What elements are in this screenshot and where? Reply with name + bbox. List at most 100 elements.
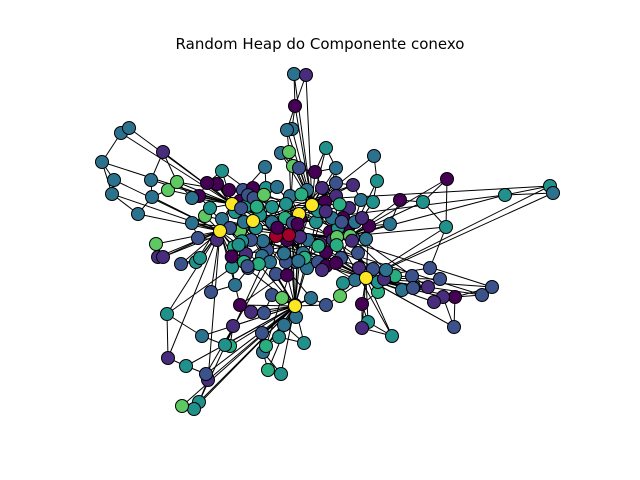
graph-node xyxy=(275,291,289,305)
graph-node xyxy=(318,204,333,219)
graph-node xyxy=(156,250,170,264)
graph-node xyxy=(355,297,369,311)
graph-node xyxy=(332,197,347,212)
graph-node xyxy=(270,220,285,235)
graph-edge xyxy=(365,185,551,279)
graph-edge xyxy=(445,178,448,228)
graph-node xyxy=(218,338,232,352)
graph-node xyxy=(379,263,393,277)
graph-node xyxy=(319,298,333,312)
graph-edge xyxy=(101,161,233,205)
graph-node xyxy=(393,193,407,207)
graph-node xyxy=(179,359,193,373)
graph-edge xyxy=(166,235,277,315)
graph-edge xyxy=(166,230,221,315)
graph-edge xyxy=(349,194,506,237)
graph-node xyxy=(280,268,295,283)
graph-edge xyxy=(205,305,296,375)
graph-node xyxy=(170,175,184,189)
graph-node xyxy=(161,351,175,365)
graph-node xyxy=(406,281,420,295)
graph-edge xyxy=(181,305,296,407)
graph-node xyxy=(359,271,373,285)
graph-edge xyxy=(349,199,401,237)
graph-node xyxy=(336,276,350,290)
graph-edge xyxy=(207,230,221,381)
graph-node xyxy=(272,330,286,344)
graph-node xyxy=(355,321,369,335)
graph-node xyxy=(334,214,349,229)
graph-node xyxy=(193,251,207,265)
graph-node xyxy=(279,197,293,211)
graph-node xyxy=(244,305,258,319)
graph-node xyxy=(256,187,271,202)
graph-node xyxy=(187,402,201,416)
graph-node xyxy=(288,99,302,113)
graph-node xyxy=(346,178,360,192)
graph-node xyxy=(546,186,560,200)
graph-edge xyxy=(305,74,313,206)
graph-node xyxy=(203,201,217,215)
graph-node xyxy=(367,149,381,163)
graph-node xyxy=(319,141,333,155)
graph-node xyxy=(333,289,347,303)
graph-node xyxy=(351,246,365,260)
graph-edge xyxy=(229,305,296,347)
graph-node xyxy=(475,288,489,302)
graph-edge xyxy=(185,305,296,367)
graph-node xyxy=(354,193,368,207)
graph-node xyxy=(294,187,309,202)
graph-node xyxy=(433,272,447,286)
graph-node xyxy=(329,238,344,253)
graph-node xyxy=(174,257,188,271)
graph-node xyxy=(383,217,397,231)
graph-edge xyxy=(429,226,447,269)
graph-node xyxy=(448,290,462,304)
graph-node xyxy=(352,261,366,275)
graph-node xyxy=(329,176,343,190)
graph-node xyxy=(175,399,189,413)
graph-node xyxy=(185,191,199,205)
graph-node xyxy=(265,200,279,214)
graph-node xyxy=(421,280,435,294)
graph-node xyxy=(305,198,319,212)
graph-node xyxy=(213,224,227,238)
graph-node xyxy=(255,326,269,340)
graph-node xyxy=(274,367,288,381)
graph-node xyxy=(311,238,326,253)
graph-edge xyxy=(365,277,393,337)
graph-node xyxy=(498,188,512,202)
graph-node xyxy=(345,233,359,248)
graph-node xyxy=(290,217,305,231)
graph-node xyxy=(228,278,242,292)
graph-node xyxy=(222,183,236,197)
graph-edge xyxy=(111,193,221,232)
graph-node xyxy=(270,180,284,194)
graph-node xyxy=(156,145,170,159)
graph-node xyxy=(160,307,174,321)
graph-edge xyxy=(504,185,551,196)
graph-node xyxy=(195,329,209,343)
graph-node xyxy=(95,155,109,169)
graph-edge xyxy=(166,313,169,359)
graph-node xyxy=(149,237,163,251)
graph-node xyxy=(256,234,270,248)
graph-node xyxy=(405,269,419,283)
graph-node xyxy=(427,295,441,309)
graph-node xyxy=(122,121,136,135)
graph-node xyxy=(315,181,329,195)
graph-node xyxy=(259,339,273,353)
graph-edge xyxy=(504,192,554,196)
graph-node xyxy=(370,174,384,188)
graph-node xyxy=(231,237,246,252)
graph-node xyxy=(277,318,291,332)
graph-node xyxy=(440,172,454,186)
graph-node xyxy=(447,320,461,334)
graph-node xyxy=(105,187,119,201)
graph-node xyxy=(329,161,343,175)
graph-node xyxy=(257,306,271,320)
graph-edge xyxy=(261,305,296,334)
graph-node xyxy=(308,165,322,179)
